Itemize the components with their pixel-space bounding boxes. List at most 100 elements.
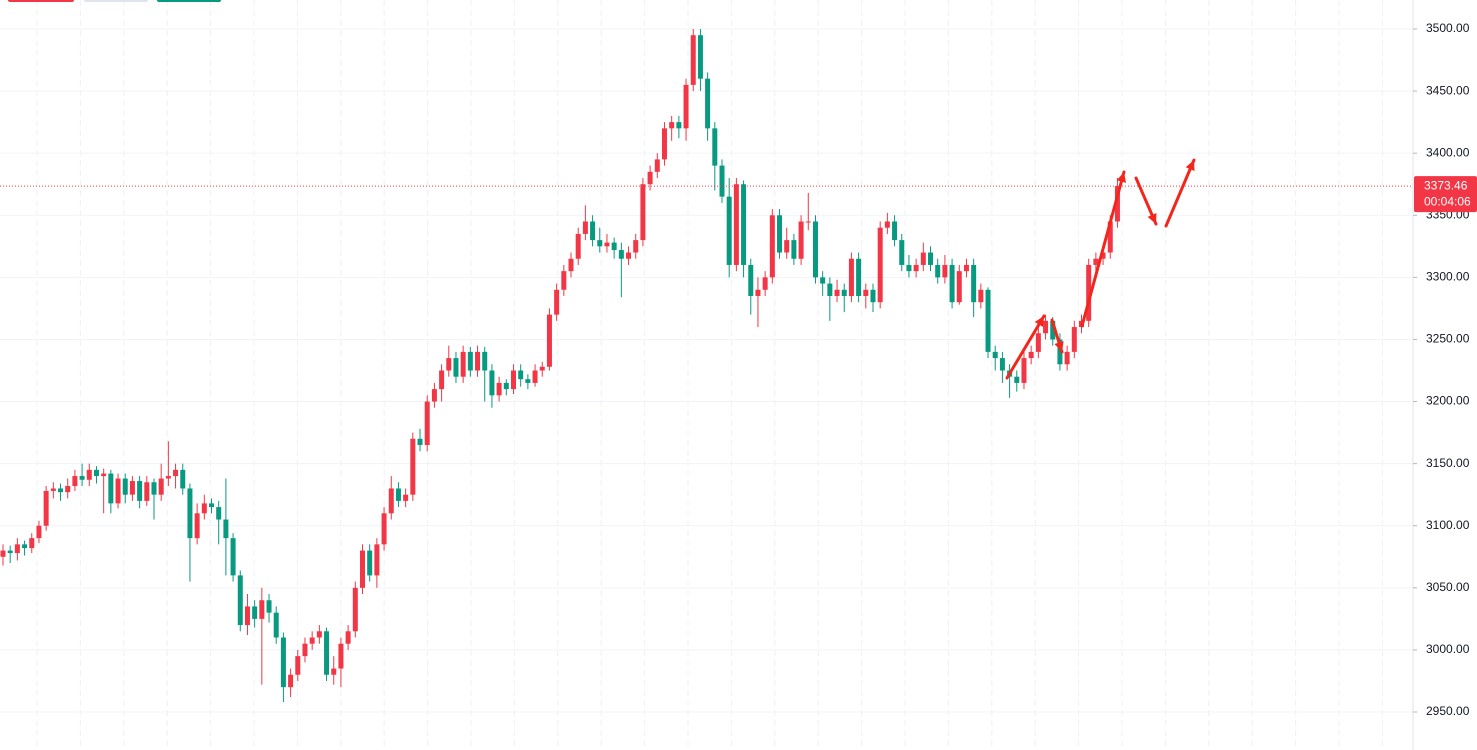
annotation-arrow <box>1164 158 1196 228</box>
candle-body <box>165 476 171 479</box>
candle-body <box>942 264 948 278</box>
candle-body <box>345 631 351 644</box>
y-tick-label: 3300.00 <box>1426 270 1470 284</box>
countdown-label: 00:04:06 <box>1424 194 1471 208</box>
candle-body <box>79 476 85 480</box>
candle-body <box>1035 333 1041 352</box>
candle-body <box>870 289 876 303</box>
candle-body <box>820 277 826 284</box>
candle-body <box>633 240 639 253</box>
candle-body <box>259 600 265 619</box>
candle-body <box>360 550 365 588</box>
candle-body <box>137 481 143 501</box>
candle-body <box>460 351 466 377</box>
candle-body <box>906 264 912 272</box>
candle-body <box>403 494 409 501</box>
candle-body <box>482 351 488 371</box>
candle-body <box>388 488 394 514</box>
candle-body <box>43 490 49 526</box>
candle-body <box>647 171 653 185</box>
candle-body <box>777 215 783 253</box>
candle-body <box>144 482 150 501</box>
candle-body <box>374 544 380 576</box>
candle-body <box>690 35 696 85</box>
candle-body <box>525 379 531 383</box>
candle-body <box>151 482 157 495</box>
candle-body <box>1057 339 1063 365</box>
candle-body <box>50 488 56 491</box>
candle-body <box>827 283 833 296</box>
candle-body <box>683 84 689 129</box>
candle-body <box>892 221 898 241</box>
candle-body <box>58 488 64 493</box>
candle-body <box>935 264 941 278</box>
candle-body <box>489 370 495 396</box>
y-tick-label: 3450.00 <box>1426 83 1470 97</box>
candle-body <box>741 184 747 265</box>
annotation-arrow <box>1005 314 1046 380</box>
candle-body <box>453 358 459 377</box>
candle-body <box>899 240 905 265</box>
y-tick-label: 2950.00 <box>1426 704 1470 718</box>
candle-body <box>302 643 308 657</box>
candle-body <box>266 600 272 613</box>
candle-body <box>812 221 818 278</box>
candle-body <box>129 481 135 495</box>
candle-body <box>431 389 437 402</box>
candle-body <box>158 478 164 495</box>
annotation-arrowhead <box>1116 172 1127 183</box>
annotation-arrowhead <box>1185 160 1195 171</box>
y-tick-label: 3050.00 <box>1426 580 1470 594</box>
candle-body <box>863 289 869 296</box>
toolbar-button[interactable] <box>84 0 148 2</box>
candle-body <box>697 35 703 79</box>
candle-body <box>992 351 998 359</box>
candle-body <box>805 221 811 223</box>
candle-body <box>1086 264 1092 321</box>
candle-body <box>733 184 739 265</box>
candle-body <box>539 366 545 371</box>
candle-body <box>590 221 596 241</box>
candle-body <box>1100 252 1106 259</box>
candle-body <box>1064 351 1070 365</box>
candle-body <box>611 242 617 251</box>
candle-body <box>654 159 660 172</box>
candle-body <box>180 469 186 489</box>
candle-body <box>417 438 423 446</box>
candle-body <box>920 252 926 265</box>
candle-body <box>209 503 215 508</box>
candle-body <box>7 550 13 554</box>
candle-body <box>93 469 99 477</box>
candle-body <box>705 78 711 129</box>
candle-body <box>201 503 207 514</box>
candle-body <box>518 370 524 380</box>
candle-body <box>719 165 725 197</box>
candle-body <box>640 184 646 241</box>
candle-body <box>1093 258 1099 265</box>
candle-body <box>273 612 279 638</box>
candle-body <box>29 538 35 549</box>
candle-body <box>309 637 315 644</box>
candle-body <box>115 478 121 504</box>
candle-body <box>604 242 610 247</box>
candle-body <box>1114 186 1120 222</box>
candle-body <box>194 513 200 539</box>
candle-body <box>877 227 883 303</box>
candle-body <box>22 544 28 549</box>
candle-body <box>316 631 322 638</box>
candle-body <box>791 240 797 259</box>
candle-body <box>280 637 286 688</box>
candle-body <box>582 221 588 234</box>
candle-body <box>618 250 624 259</box>
toolbar-button[interactable] <box>8 0 74 2</box>
candle-body <box>295 656 301 675</box>
candle-body <box>626 252 632 259</box>
candle-body <box>532 370 538 383</box>
candle-body <box>439 370 445 390</box>
y-tick-label: 3400.00 <box>1426 145 1470 159</box>
candle-body <box>841 289 847 296</box>
candle-body <box>324 631 330 675</box>
toolbar-button[interactable] <box>157 0 221 2</box>
candle-body <box>978 289 984 303</box>
